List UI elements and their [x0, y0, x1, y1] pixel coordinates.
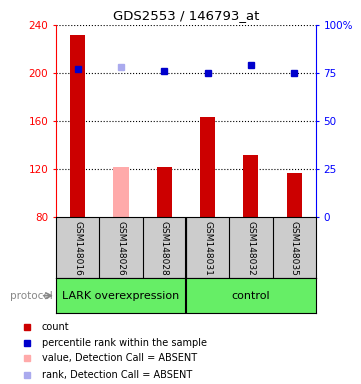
- Bar: [243, 155, 258, 217]
- Text: protocol: protocol: [10, 291, 52, 301]
- Text: GSM148035: GSM148035: [290, 221, 299, 276]
- Text: LARK overexpression: LARK overexpression: [62, 291, 179, 301]
- Bar: [287, 172, 302, 217]
- Text: GSM148031: GSM148031: [203, 221, 212, 276]
- Bar: [113, 167, 129, 217]
- Text: percentile rank within the sample: percentile rank within the sample: [42, 338, 206, 348]
- Bar: [186, 278, 316, 313]
- Text: control: control: [232, 291, 270, 301]
- Bar: [200, 118, 215, 217]
- Text: rank, Detection Call = ABSENT: rank, Detection Call = ABSENT: [42, 371, 192, 381]
- Text: GSM148028: GSM148028: [160, 221, 169, 276]
- Text: value, Detection Call = ABSENT: value, Detection Call = ABSENT: [42, 353, 197, 363]
- Text: GSM148016: GSM148016: [73, 221, 82, 276]
- Text: GSM148032: GSM148032: [247, 221, 255, 276]
- Bar: [70, 35, 85, 217]
- Text: count: count: [42, 322, 69, 332]
- Bar: [157, 167, 172, 217]
- Text: GSM148026: GSM148026: [117, 221, 125, 276]
- Bar: [56, 278, 186, 313]
- Title: GDS2553 / 146793_at: GDS2553 / 146793_at: [113, 9, 259, 22]
